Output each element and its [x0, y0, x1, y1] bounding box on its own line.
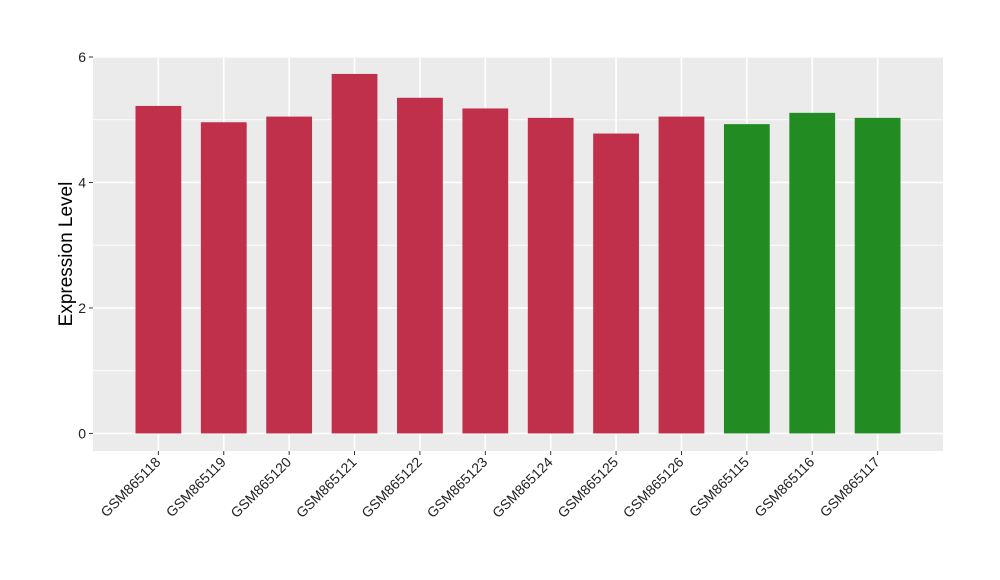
- bar-GSM865115: [723, 124, 770, 434]
- x-tick-label: GSM865115: [686, 454, 752, 520]
- bar-GSM865120: [266, 116, 313, 434]
- x-tick-label: GSM865124: [489, 454, 556, 521]
- x-tick-label: GSM865118: [97, 454, 163, 520]
- bar-GSM865116: [789, 112, 836, 434]
- bar-GSM865123: [462, 108, 509, 434]
- x-tick-label: GSM865116: [751, 454, 817, 520]
- x-tick-label: GSM865120: [227, 454, 294, 521]
- x-tick-label: GSM865122: [358, 454, 425, 521]
- bar-GSM865124: [527, 117, 574, 434]
- y-tick-label: 6: [78, 49, 86, 65]
- bar-GSM865119: [200, 122, 247, 434]
- y-tick-label: 2: [78, 300, 86, 316]
- x-tick-label: GSM865126: [620, 454, 687, 521]
- bar-GSM865117: [854, 117, 901, 434]
- x-tick-label: GSM865123: [424, 454, 491, 521]
- x-tick-label: GSM865119: [163, 454, 229, 520]
- x-tick-label: GSM865121: [293, 454, 360, 521]
- bars-layer: [135, 73, 901, 434]
- y-axis: 0 2 4 6: [78, 49, 93, 441]
- y-tick-label: 4: [78, 174, 86, 190]
- x-tick-label: GSM865117: [817, 454, 883, 520]
- x-axis: GSM865118 GSM865119GSM865120GSM865121GSM8…: [97, 451, 883, 521]
- y-tick-label: 0: [78, 425, 86, 441]
- y-axis-title: Expression Level: [56, 182, 77, 327]
- bar-GSM865121: [331, 73, 378, 434]
- bar-GSM865125: [593, 133, 639, 434]
- bar-GSM865122: [397, 97, 443, 434]
- bar-GSM865118: [135, 105, 182, 434]
- bar-GSM865126: [658, 116, 705, 434]
- x-tick-label: GSM865125: [554, 454, 621, 521]
